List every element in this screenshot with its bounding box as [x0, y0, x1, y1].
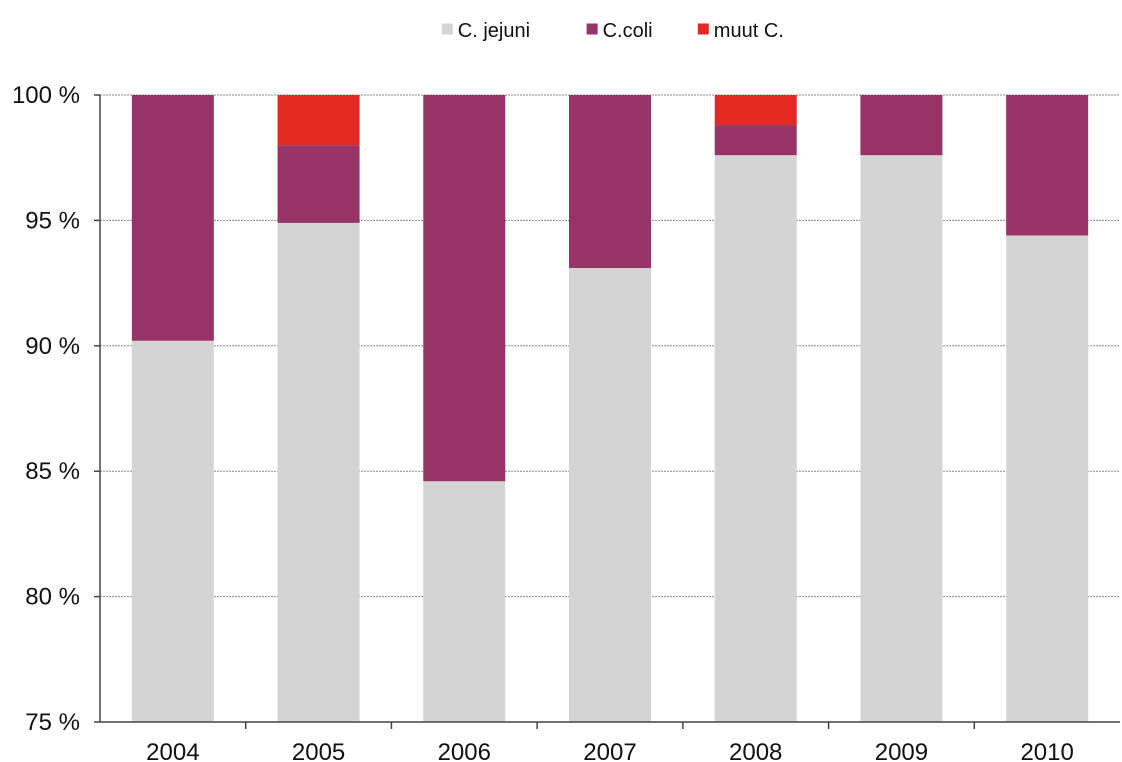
bar-segment-muut-c-2008: [714, 95, 797, 126]
bar-segment-c-jejuni-2004: [131, 340, 214, 722]
bar-segment-c-coli-2006: [423, 95, 506, 482]
x-tick-label: 2007: [583, 739, 636, 762]
y-tick-label: 80 %: [25, 584, 80, 611]
bar-segment-c-jejuni-2010: [1006, 235, 1089, 722]
x-tick-label: 2004: [146, 739, 199, 762]
y-tick-label: 100 %: [12, 82, 80, 109]
x-tick-label: 2010: [1020, 739, 1073, 762]
bar-segment-c-jejuni-2008: [714, 155, 797, 722]
legend-swatch: [441, 23, 453, 35]
bar-segment-c-jejuni-2007: [569, 268, 651, 722]
bars: [131, 95, 1089, 722]
axes: [99, 95, 1120, 723]
y-tick-label: 85 %: [25, 458, 80, 485]
legend-label: muut C.: [714, 20, 784, 42]
bar-segment-c-jejuni-2009: [860, 155, 943, 722]
bar-segment-c-coli-2009: [860, 95, 943, 156]
x-tick-label: 2008: [729, 739, 782, 762]
bar-segment-c-coli-2010: [1006, 95, 1089, 236]
x-tick-label: 2006: [438, 739, 491, 762]
legend-label: C.coli: [603, 20, 653, 42]
y-tick-label: 95 %: [25, 207, 80, 234]
x-tick-label: 2009: [875, 739, 928, 762]
bar-segment-c-jejuni-2006: [423, 481, 506, 722]
legend: C. jejuni C.coli muut C.: [441, 20, 784, 42]
legend-label: C. jejuni: [458, 20, 530, 42]
legend-item-c-jejuni: C. jejuni: [441, 20, 530, 42]
x-axis-ticks: 2004 2005 2006 2007 2008 2009 2010: [146, 722, 1074, 762]
y-tick-label: 90 %: [25, 333, 80, 360]
y-axis-ticks: 75 % 80 % 85 % 90 % 95 % 100 %: [12, 82, 100, 736]
bar-segment-c-coli-2005: [277, 145, 360, 223]
legend-swatch: [586, 23, 598, 35]
bar-segment-c-coli-2004: [131, 95, 214, 341]
legend-item-muut-c: muut C.: [697, 20, 784, 42]
bar-segment-c-jejuni-2005: [277, 222, 360, 722]
bar-segment-c-coli-2008: [714, 125, 797, 156]
legend-item-c-coli: C.coli: [586, 20, 653, 42]
bar-segment-c-coli-2007: [569, 95, 651, 269]
y-tick-label: 75 %: [25, 709, 80, 736]
bar-segment-muut-c-2005: [277, 95, 360, 146]
x-tick-label: 2005: [292, 739, 345, 762]
legend-swatch: [697, 23, 709, 35]
